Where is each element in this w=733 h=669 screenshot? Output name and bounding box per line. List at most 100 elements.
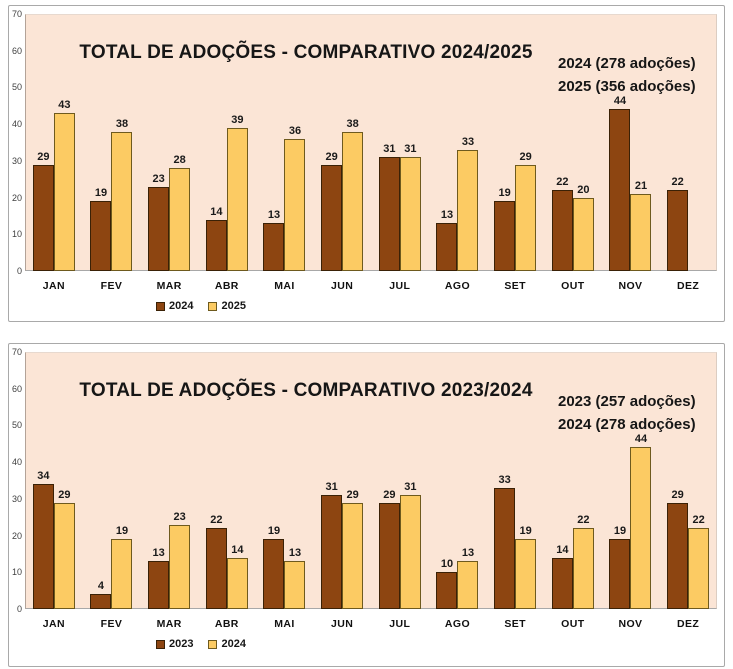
totals-annotation: 2024 (278 adoções) 2025 (356 adoções) [558,52,696,98]
data-label: 29 [671,488,684,501]
bar-group-jan: 29 43 [25,14,83,271]
y-axis-label: 10 [11,229,22,240]
y-axis-label: 30 [11,155,22,166]
data-label: 13 [288,547,302,560]
bar-2024-jan [32,164,54,271]
bar-group-dez: 29 22 [659,352,717,609]
bar-column-2025-nov: 21 [630,14,652,271]
y-axis-label: 10 [11,567,22,578]
data-label: 21 [634,179,648,192]
bar-2024-mai [263,223,285,271]
x-axis-label: SET [504,618,526,630]
bar-column-2025-jul: 31 [399,14,421,271]
data-label: 29 [325,150,338,163]
bar-2023-abr [205,528,227,609]
data-label: 13 [440,209,454,222]
bar-group-mar: 23 28 [140,14,198,271]
bar-2025-jul [399,157,421,271]
legend-swatch-icon [208,639,218,649]
chart-title: TOTAL DE ADOÇÕES - COMPARATIVO 2024/2025 [79,42,533,63]
data-label: 33 [461,135,475,148]
bar-group-out: 22 20 [544,14,602,271]
bar-column-2024-jul: 31 [378,14,400,271]
bar-group-dez: 22 [659,14,717,271]
data-label: 43 [58,99,71,112]
y-axis-label: 50 [11,420,22,431]
bar-group-jul: 31 31 [371,14,429,271]
bar-column-2023-abr: 22 [205,352,227,609]
x-axis-label: NOV [618,618,643,630]
bar-2025-nov [630,193,652,271]
y-axis-label: 60 [11,383,22,394]
bar-2024-dez [688,528,710,609]
legend-label: 2023 [169,638,194,650]
bar-group-mai: 13 36 [256,14,314,271]
bar-2023-jun [321,495,343,609]
data-label: 36 [288,124,302,137]
data-label: 29 [383,488,396,501]
x-axis-label: MAR [156,280,182,292]
bar-group-jun: 31 29 [313,352,371,609]
bar-2024-jun [321,164,343,271]
x-axis-label: OUT [561,280,585,292]
bar-column-2024-abr: 14 [205,14,227,271]
bar-2023-ago [436,572,458,609]
bar-2025-jun [342,131,364,271]
data-label: 14 [231,543,244,556]
x-axis-label: MAR [156,618,182,630]
data-label: 22 [577,514,590,527]
legend-item-2024: 2024 [156,300,193,312]
bar-group-nov: 19 44 [602,352,660,609]
bar-column-2024-fev: 19 [90,14,112,271]
data-label: 10 [440,558,454,571]
bar-column-2023-nov: 19 [609,352,631,609]
x-axis-label: ABR [214,618,239,630]
legend-swatch-icon [208,301,218,311]
bar-column-2023-out: 14 [551,352,573,609]
bar-2024-jan [53,502,75,609]
data-label: 29 [346,488,359,501]
bar-2024-mar [148,186,170,271]
bar-column-2025-ago: 33 [457,14,479,271]
x-axis-label: JAN [42,280,65,292]
data-label: 29 [58,488,71,501]
data-label: 38 [346,117,359,130]
total-2025-line: 2025 (356 adoções) [558,78,696,95]
bar-2023-jul [378,502,400,609]
x-axis-label: JUN [331,618,354,630]
data-label: 19 [613,525,627,538]
y-axis-label: 0 [16,266,22,276]
bar-column-2024-mai: 13 [263,14,285,271]
data-label: 13 [267,209,281,222]
bar-column-2025-mar: 28 [169,14,191,271]
bar-column-2024-set: 19 [494,14,516,271]
bar-column-2024-mai: 13 [284,352,306,609]
x-axis-label: ABR [214,280,239,292]
bar-group-mai: 19 13 [256,352,314,609]
bar-2025-jan [53,113,75,271]
bar-column-2024-mar: 23 [169,352,191,609]
total-2023-line: 2023 (257 adoções) [558,393,696,410]
bar-column-2024-dez: 22 [688,352,710,609]
x-axis-label: JUL [389,618,411,630]
bar-2025-fev [111,131,133,271]
legend-item-2024: 2024 [208,638,246,650]
data-label: 29 [37,150,50,163]
bar-column-2023-mar: 13 [148,352,170,609]
bar-group-set: 33 19 [486,352,544,609]
x-axis-label: AGO [444,618,471,630]
bar-column-2024-ago: 13 [457,352,479,609]
chart-panel-comparativo-2024-2025: TOTAL DE ADOÇÕES - COMPARATIVO 2024/2025… [8,5,725,322]
bar-group-set: 19 29 [486,14,544,271]
bar-group-abr: 14 39 [198,14,256,271]
bar-group-mar: 13 23 [140,352,198,609]
x-axis-label: FEV [100,280,123,292]
bar-2024-out [551,190,573,271]
bar-column-2025-out: 20 [572,14,594,271]
data-label: 44 [613,95,627,108]
bar-column-2025-mai: 36 [284,14,306,271]
bar-column-2024-jul: 31 [399,352,421,609]
legend: 2024 2025 [156,300,246,312]
bar-2025-set [515,164,537,271]
bar-2024-jul [399,495,421,609]
